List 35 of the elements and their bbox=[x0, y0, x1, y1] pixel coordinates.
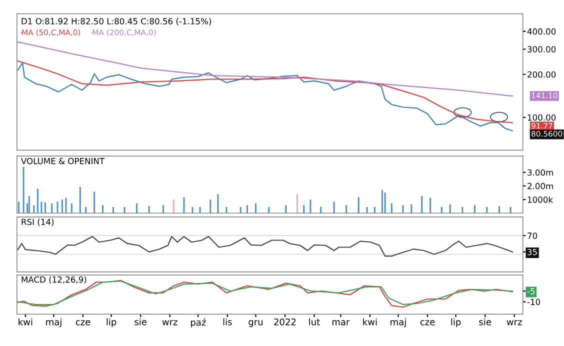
x-tick-label: maj bbox=[46, 318, 62, 328]
x-tick-label: lis bbox=[223, 318, 232, 326]
x-tick-label: sie bbox=[479, 318, 491, 326]
x-tick-label: kwi bbox=[18, 318, 32, 326]
x-tick-label: cze bbox=[76, 320, 90, 326]
y-tick-label: 400.00 bbox=[527, 28, 556, 35]
y-tick-label: 35 bbox=[528, 248, 537, 256]
x-tick-label: lut bbox=[309, 318, 320, 326]
y-tick-label: 200.00 bbox=[528, 71, 556, 78]
x-tick-label: sie bbox=[134, 318, 146, 326]
x-tick-label: lip bbox=[106, 318, 116, 328]
y-tick-label: -10 bbox=[527, 298, 540, 306]
x-tick-label: maj bbox=[390, 318, 406, 328]
x-tick-label: cze bbox=[420, 320, 435, 326]
chart-title: D1 O:81.92 H:82.50 L:80.45 C:80.56 (-1.15%) bbox=[22, 18, 211, 26]
y-tick-label: 300.00 bbox=[528, 46, 556, 52]
y-tick-label: 3.00m bbox=[528, 169, 553, 176]
x-tick-label: 2022 bbox=[274, 318, 296, 326]
x-tick-label: wrz bbox=[506, 320, 522, 326]
chart-title: RSI (14) bbox=[22, 218, 54, 226]
x-tick-label: kwi bbox=[363, 318, 377, 326]
y-tick-label: 70 bbox=[528, 232, 538, 239]
y-tick-label: 1000k bbox=[528, 196, 554, 203]
x-tick-label: paź bbox=[190, 318, 206, 328]
chart-title: VOLUME & OPENINT bbox=[21, 158, 105, 164]
y-tick-label: -5 bbox=[527, 288, 535, 294]
line-series bbox=[17, 236, 513, 257]
line-series bbox=[17, 41, 513, 97]
y-tick-label: 100.00 bbox=[528, 114, 556, 121]
x-tick-label: wrz bbox=[162, 320, 178, 326]
x-tick-label: gru bbox=[248, 320, 262, 328]
y-tick-label: 2.00m bbox=[528, 182, 553, 190]
x-tick-label: mar bbox=[332, 320, 350, 326]
chart-title: MACD (12,26,9) bbox=[22, 276, 86, 284]
x-tick-label: lip bbox=[451, 318, 461, 328]
